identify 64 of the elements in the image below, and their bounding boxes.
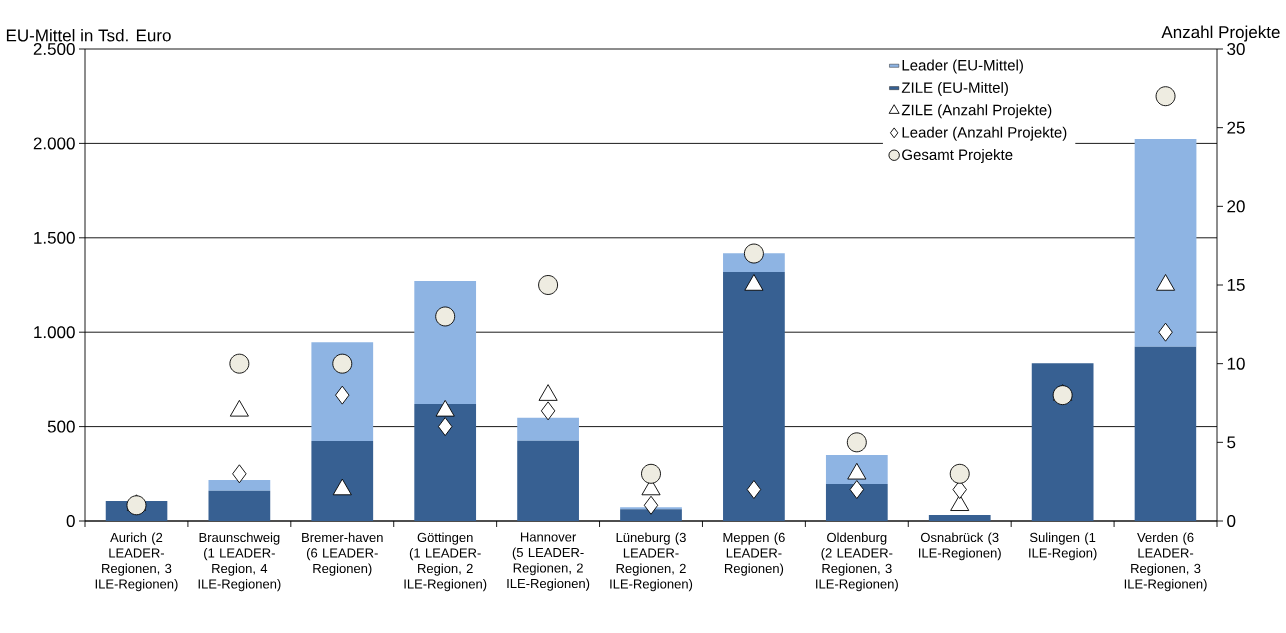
point xyxy=(229,353,250,374)
point xyxy=(435,306,456,327)
legend-label: Leader (Anzahl Projekte) xyxy=(902,126,1067,141)
legend-label: ZILE (Anzahl Projekte) xyxy=(901,104,1052,119)
y-axis-title: EU-Mittel in Tsd. Euro xyxy=(6,28,171,42)
point xyxy=(746,480,762,499)
bar xyxy=(928,514,991,521)
x-tick-label: Lüneburg (3 LEADER-Regionen, 2 ILE-Regionen) xyxy=(610,532,693,592)
point xyxy=(949,463,970,484)
point xyxy=(540,401,556,421)
bar xyxy=(1031,363,1094,521)
x-tick-label: Meppen (6 LEADER-Regionen) xyxy=(723,532,785,576)
y2-tick-label: 20 xyxy=(1227,200,1245,213)
legend-label: Gesamt Projekte xyxy=(902,149,1013,164)
x-tick-label: Sulingen (1 ILE-Region) xyxy=(1029,532,1097,561)
legend-label: ZILE (EU-Mittel) xyxy=(901,81,1008,96)
x-tick-label: Braunschweig (1 LEADER-Region, 4 ILE-Regionen) xyxy=(198,532,281,592)
y-tick-label: 1.000 xyxy=(34,326,75,339)
x-tick-label: Bremer-haven (6 LEADER-Regionen) xyxy=(302,532,383,576)
point xyxy=(1155,86,1176,107)
y-tick-label: 2.500 xyxy=(33,42,75,56)
bar xyxy=(517,440,579,521)
point xyxy=(1052,385,1073,406)
bar xyxy=(414,281,477,404)
point xyxy=(846,432,867,453)
y2-tick-label: 10 xyxy=(1227,357,1245,370)
x-tick-label: Hannover (5 LEADER-Regionen, 2 ILE-Regionen) xyxy=(507,532,590,591)
point xyxy=(641,463,661,484)
y-tick-label: 2.000 xyxy=(33,137,75,150)
point xyxy=(743,243,764,264)
point xyxy=(1158,322,1173,342)
bar xyxy=(311,440,374,521)
x-tick-label: Osnabrück (3 ILE-Regionen) xyxy=(919,532,1001,561)
y2-tick-label: 5 xyxy=(1227,436,1236,449)
x-tick-label: Aurich (2 LEADER-Regionen, 3 ILE-Regionen) xyxy=(95,532,178,592)
point xyxy=(849,480,865,499)
bar xyxy=(517,417,579,441)
bar xyxy=(1134,139,1197,347)
bar xyxy=(208,490,271,521)
point xyxy=(538,275,559,295)
y-tick-label: 500 xyxy=(47,420,75,433)
y-tick-label: 0 xyxy=(66,514,75,528)
y2-tick-label: 0 xyxy=(1227,514,1236,528)
bar xyxy=(208,480,271,491)
point xyxy=(643,495,659,515)
y2-tick-label: 30 xyxy=(1227,42,1245,56)
bar xyxy=(311,342,374,441)
point xyxy=(335,385,350,405)
y2-tick-label: 15 xyxy=(1227,279,1245,291)
bar xyxy=(414,403,477,521)
legend-label: Leader (EU-Mittel) xyxy=(902,59,1023,74)
bar xyxy=(620,509,682,521)
x-tick-label: Oldenburg (2 LEADER-Regionen, 3 ILE-Regionen) xyxy=(816,532,898,592)
bar xyxy=(1134,346,1197,521)
bar xyxy=(723,271,785,521)
bar xyxy=(825,484,888,521)
y2-axis-title: Anzahl Projekte xyxy=(1161,25,1280,42)
point xyxy=(437,417,453,437)
x-tick-label: Verden (6 LEADER-Regionen, 3 ILE-Regionen) xyxy=(1124,532,1207,592)
x-tick-label: Göttingen (1 LEADER-Region, 2 ILE-Regionen) xyxy=(404,532,487,592)
point xyxy=(332,353,353,374)
point xyxy=(126,495,147,516)
y2-tick-label: 25 xyxy=(1227,121,1245,134)
y-tick-label: 1.500 xyxy=(34,231,75,244)
